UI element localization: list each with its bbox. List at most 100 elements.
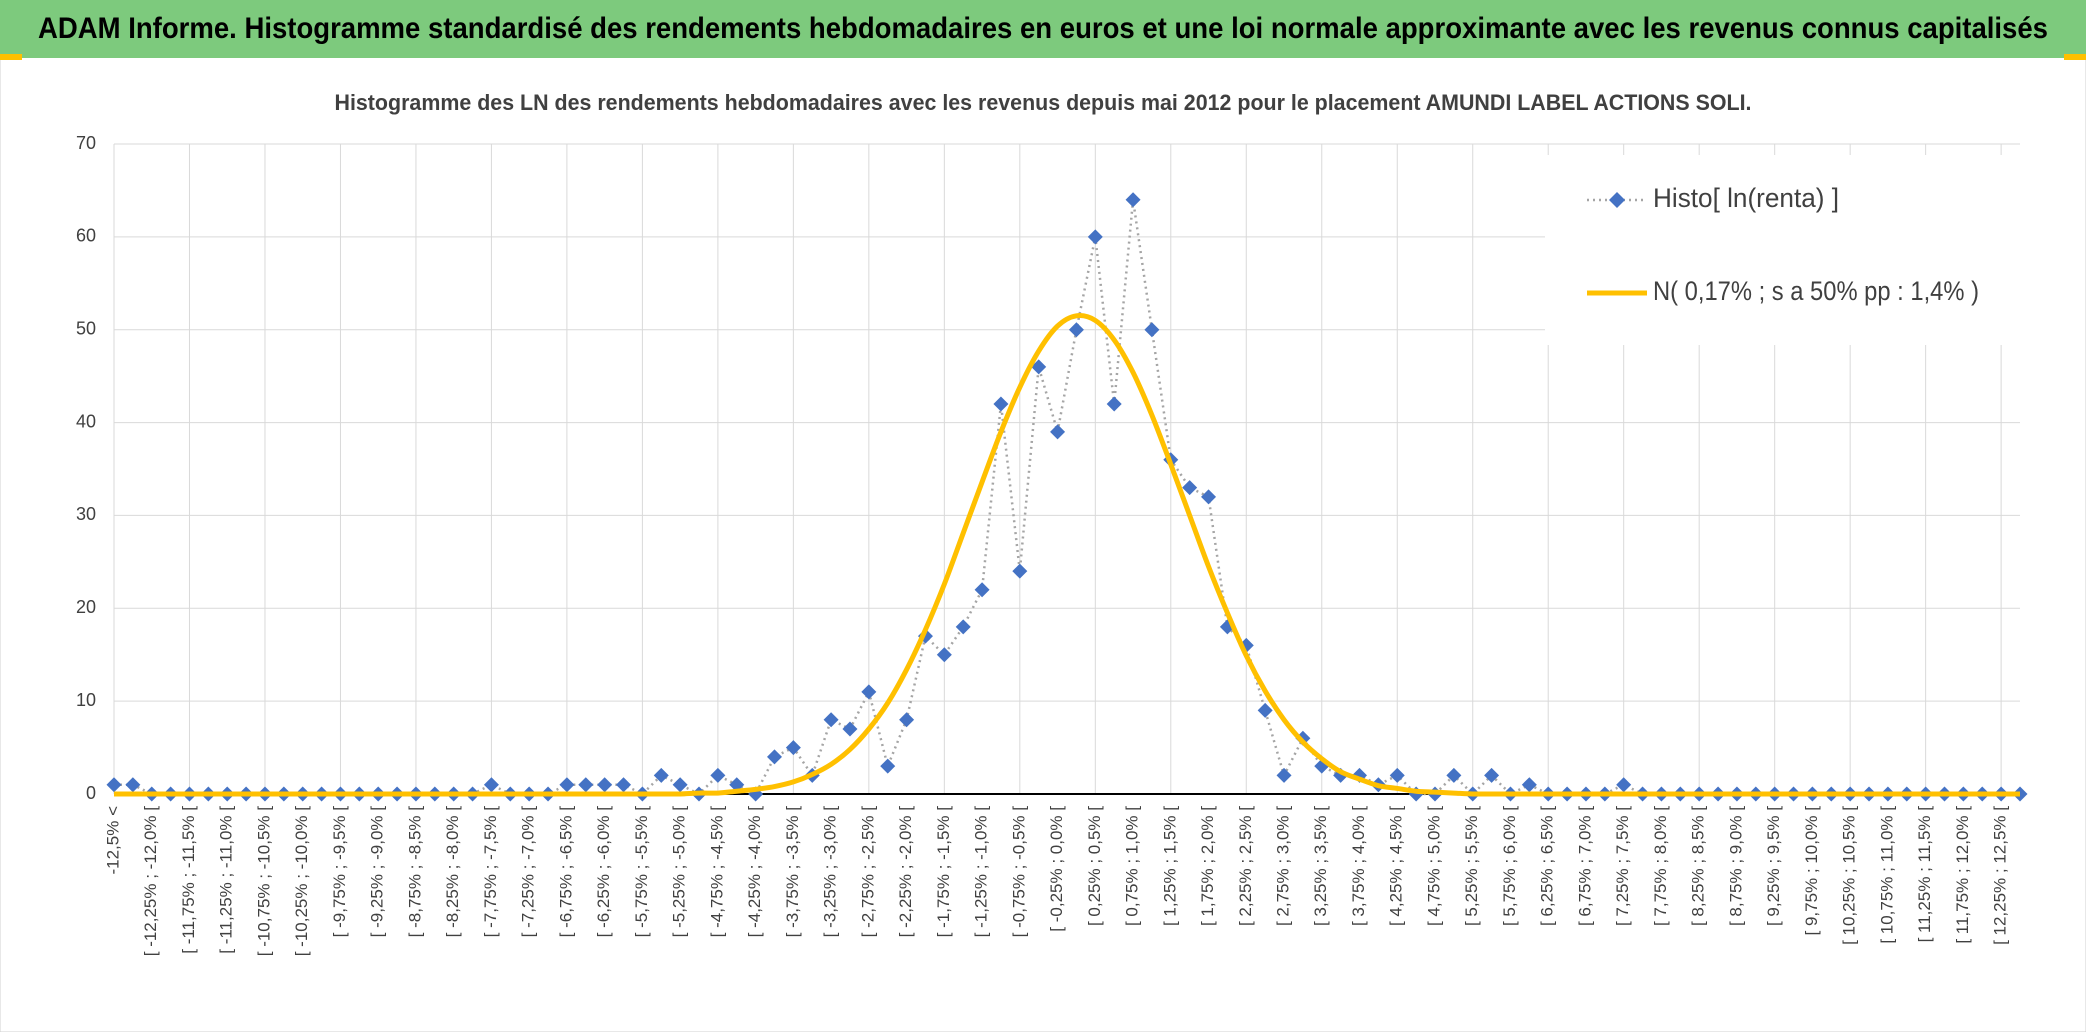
marker xyxy=(1031,359,1047,375)
legend-label: Histo[ ln(renta) ] xyxy=(1653,183,1839,213)
marker xyxy=(559,777,575,793)
x-tick-label: [ 4,25% ; 4,5% [ xyxy=(1387,806,1406,926)
marker xyxy=(1182,480,1198,496)
marker xyxy=(1389,767,1405,783)
marker xyxy=(125,777,141,793)
x-tick-label: [ 6,75% ; 7,0% [ xyxy=(1575,806,1594,926)
legend-label: N( 0,17% ; s a 50% pp : 1,4% ) xyxy=(1653,276,1979,306)
x-tick-label: [ 1,75% ; 2,0% [ xyxy=(1198,806,1217,926)
marker xyxy=(1257,702,1273,718)
marker xyxy=(1125,192,1141,208)
marker xyxy=(1201,489,1217,505)
marker xyxy=(1276,767,1292,783)
x-tick-label: [ -10,75% ; -10,5% [ xyxy=(254,806,273,957)
x-tick-label: [ 12,25% ; 12,5% [ xyxy=(1991,806,2010,945)
x-tick-label: [ 10,75% ; 11,0% [ xyxy=(1877,806,1896,944)
marker xyxy=(483,777,499,793)
marker xyxy=(899,712,915,728)
marker xyxy=(710,767,726,783)
x-tick-label: [ -11,25% ; -11,0% [ xyxy=(217,806,236,954)
x-tick-label: [ -10,25% ; -10,0% [ xyxy=(292,806,311,957)
x-tick-label: [ 7,25% ; 7,5% [ xyxy=(1613,806,1632,926)
x-tick-label: [ -9,25% ; -9,0% [ xyxy=(368,806,387,938)
x-tick-label: [ -7,75% ; -7,5% [ xyxy=(481,806,500,938)
x-tick-label: [ 11,75% ; 12,0% [ xyxy=(1953,806,1972,944)
marker xyxy=(1012,563,1028,579)
x-tick-label: [ -4,25% ; -4,0% [ xyxy=(745,806,764,938)
y-tick-label: 70 xyxy=(76,133,96,153)
marker xyxy=(1050,424,1066,440)
marker xyxy=(974,582,990,598)
x-tick-label: [ 10,25% ; 10,5% [ xyxy=(1840,806,1859,945)
x-tick-label: [ 0,75% ; 1,0% [ xyxy=(1123,806,1142,926)
y-tick-label: 60 xyxy=(76,226,96,246)
marker xyxy=(880,758,896,774)
chart-subtitle: Histogramme des LN des rendements hebdom… xyxy=(335,90,1752,115)
marker xyxy=(993,396,1009,412)
y-tick-label: 10 xyxy=(76,690,96,710)
x-tick-label: [ 3,25% ; 3,5% [ xyxy=(1311,806,1330,926)
x-tick-label: [ 8,75% ; 9,0% [ xyxy=(1726,806,1745,926)
x-tick-label: [ -11,75% ; -11,5% [ xyxy=(179,806,198,954)
y-tick-label: 40 xyxy=(76,411,96,431)
series-line xyxy=(114,313,2020,797)
marker xyxy=(823,712,839,728)
x-tick-label: [ 7,75% ; 8,0% [ xyxy=(1651,806,1670,926)
marker xyxy=(936,647,952,663)
marker xyxy=(842,721,858,737)
x-tick-label: [ -9,75% ; -9,5% [ xyxy=(330,806,349,938)
x-tick-label: [ -1,75% ; -1,5% [ xyxy=(934,806,953,938)
corner xyxy=(0,54,22,60)
x-tick-label: [ -4,75% ; -4,5% [ xyxy=(707,806,726,938)
marker xyxy=(955,619,971,635)
x-tick-label: [ 2,75% ; 3,0% [ xyxy=(1274,806,1293,926)
marker xyxy=(1087,229,1103,245)
x-tick-label: [ -5,25% ; -5,0% [ xyxy=(670,806,689,938)
x-tick-label: [ -6,25% ; -6,0% [ xyxy=(594,806,613,938)
marker xyxy=(861,684,877,700)
x-tick-label: [ 8,25% ; 8,5% [ xyxy=(1689,806,1708,926)
y-tick-label: 50 xyxy=(76,318,96,338)
x-tick-label: [ 11,25% ; 11,5% [ xyxy=(1915,806,1934,943)
marker xyxy=(1616,777,1632,793)
y-tick-label: 30 xyxy=(76,504,96,524)
x-tick-label: [ 5,25% ; 5,5% [ xyxy=(1462,806,1481,926)
x-tick-label: [ 1,25% ; 1,5% [ xyxy=(1160,806,1179,926)
x-tick-label: [ -8,75% ; -8,5% [ xyxy=(405,806,424,938)
x-tick-label: [ 4,75% ; 5,0% [ xyxy=(1424,806,1443,926)
marker xyxy=(1446,767,1462,783)
x-tick-label: [ -0,75% ; -0,5% [ xyxy=(1009,806,1028,938)
x-tick-label: [ -1,25% ; -1,0% [ xyxy=(972,806,991,938)
x-tick-label: [ 9,75% ; 10,0% [ xyxy=(1802,806,1821,936)
marker xyxy=(653,767,669,783)
chart-title: ADAM Informe. Histogramme standardisé de… xyxy=(38,12,2048,45)
y-tick-label: 0 xyxy=(86,783,96,803)
legend-marker xyxy=(1609,192,1625,208)
marker xyxy=(616,777,632,793)
x-tick-label: [ 5,75% ; 6,0% [ xyxy=(1500,806,1519,926)
x-tick-label: [ -3,25% ; -3,0% [ xyxy=(821,806,840,938)
marker xyxy=(106,777,122,793)
x-tick-label: [ 9,25% ; 9,5% [ xyxy=(1764,806,1783,926)
x-tick-label: [ -7,25% ; -7,0% [ xyxy=(519,806,538,938)
title-banner xyxy=(0,0,2086,58)
x-tick-label: [ 3,75% ; 4,0% [ xyxy=(1349,806,1368,926)
marker xyxy=(597,777,613,793)
x-tick-label: [ 2,25% ; 2,5% [ xyxy=(1236,806,1255,926)
x-tick-label: [ -8,25% ; -8,0% [ xyxy=(443,806,462,938)
y-tick-label: 20 xyxy=(76,597,96,617)
marker xyxy=(1068,322,1084,338)
marker xyxy=(1484,767,1500,783)
x-tick-label: [ -2,25% ; -2,0% [ xyxy=(896,806,915,938)
marker xyxy=(578,777,594,793)
x-tick-label: [ 6,25% ; 6,5% [ xyxy=(1538,806,1557,926)
x-tick-label: [ -3,75% ; -3,5% [ xyxy=(783,806,802,938)
marker xyxy=(1106,396,1122,412)
x-tick-label: [ 0,25% ; 0,5% [ xyxy=(1085,806,1104,926)
x-tick-label: [ -12,25% ; -12,0% [ xyxy=(141,806,160,957)
x-tick-label: [ -2,75% ; -2,5% [ xyxy=(858,806,877,938)
corner xyxy=(2064,54,2086,60)
marker xyxy=(785,740,801,756)
